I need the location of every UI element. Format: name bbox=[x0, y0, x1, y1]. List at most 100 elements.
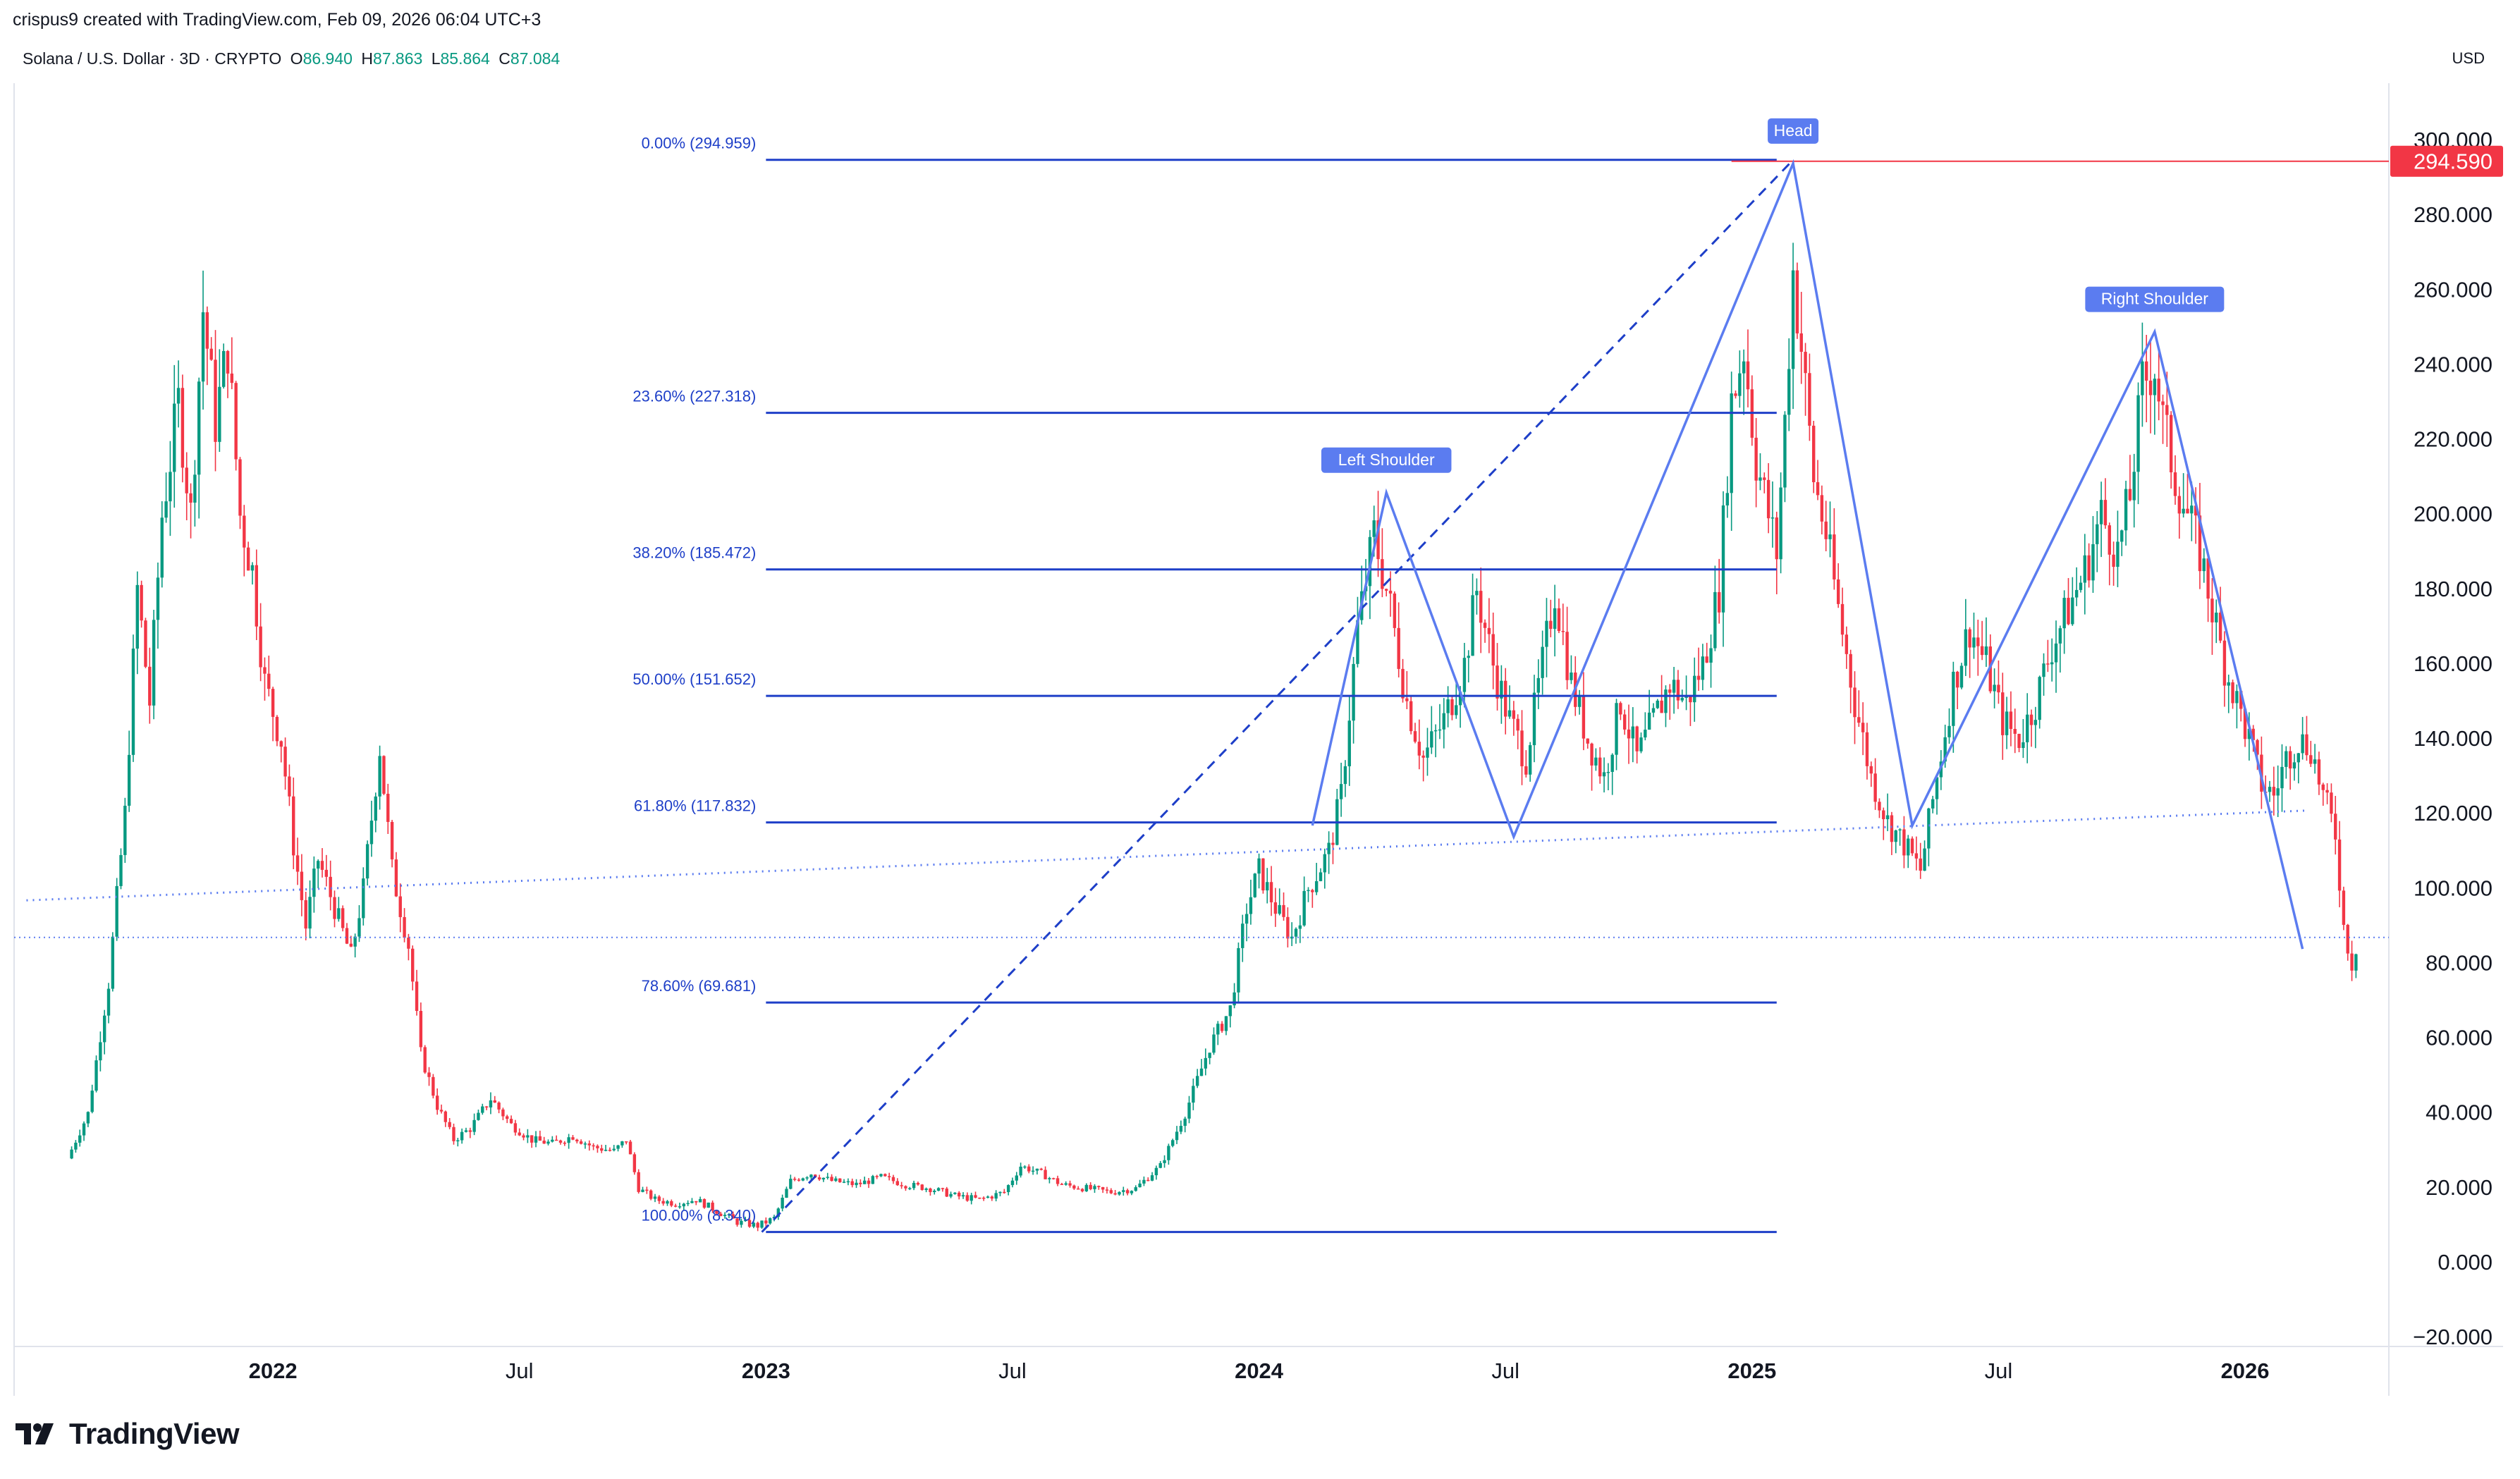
candle-up bbox=[2284, 751, 2288, 767]
candle-down bbox=[895, 1181, 900, 1186]
candle-down bbox=[1409, 701, 1413, 732]
candle-up bbox=[686, 1203, 690, 1205]
candle-down bbox=[2009, 711, 2013, 729]
candle-down bbox=[1512, 710, 1516, 719]
candle-up bbox=[1347, 720, 1351, 766]
time-axis[interactable]: 2022 Jul 2023 Jul 2024 Jul 2025 Jul 2026 bbox=[249, 1358, 2270, 1383]
candle-up bbox=[1433, 730, 1438, 732]
fib-retracement[interactable]: 0.00% (294.959) 23.60% (227.318) 38.20% (1… bbox=[632, 135, 1794, 1234]
candle-up bbox=[176, 388, 181, 404]
price-axis[interactable]: 300.000280.000260.000240.000220.000200.0… bbox=[2390, 128, 2503, 1349]
candle-down bbox=[887, 1176, 891, 1177]
candle-up bbox=[1192, 1086, 1195, 1103]
candle-down bbox=[941, 1188, 945, 1189]
candle-up bbox=[1183, 1118, 1187, 1127]
candle-up bbox=[1187, 1103, 1191, 1119]
candle-down bbox=[719, 1213, 723, 1217]
candle-up bbox=[2132, 472, 2136, 501]
candle-up bbox=[378, 756, 381, 797]
candle-up bbox=[760, 1220, 764, 1228]
candle-up bbox=[221, 350, 226, 387]
candle-down bbox=[1060, 1184, 1064, 1185]
candle-up bbox=[1093, 1186, 1096, 1189]
candle-down bbox=[185, 467, 188, 493]
candle-down bbox=[1491, 634, 1495, 666]
candle-up bbox=[1615, 703, 1618, 755]
open-value: 86.940 bbox=[302, 49, 353, 68]
candle-down bbox=[632, 1154, 637, 1172]
candle-up bbox=[2058, 628, 2062, 644]
candle-down bbox=[403, 916, 406, 938]
candle-down bbox=[1417, 742, 1421, 756]
price-tag-label: 294.590 bbox=[2414, 149, 2493, 174]
candle-down bbox=[817, 1177, 821, 1180]
candle-down bbox=[1557, 608, 1561, 632]
candle-up bbox=[102, 1015, 106, 1043]
candle-down bbox=[288, 776, 291, 797]
candle-up bbox=[1130, 1191, 1134, 1193]
candle-up bbox=[1680, 697, 1684, 701]
candle-down bbox=[628, 1141, 632, 1155]
candle-up bbox=[2096, 524, 2099, 544]
candle-down bbox=[234, 383, 238, 460]
candle-up bbox=[201, 312, 205, 382]
candle-down bbox=[2330, 792, 2333, 814]
candle-down bbox=[1619, 703, 1622, 715]
candle-up bbox=[374, 796, 377, 821]
candle-up bbox=[365, 844, 369, 879]
currency-selector[interactable]: USD bbox=[2452, 49, 2485, 67]
candle-down bbox=[1968, 629, 1971, 648]
candle-down bbox=[1660, 700, 1663, 713]
tradingview-logo[interactable]: TradingView bbox=[16, 1417, 240, 1451]
time-tick-label: 2025 bbox=[1727, 1358, 1776, 1383]
candle-up bbox=[1430, 731, 1433, 748]
fib-level-label: 38.20% (185.472) bbox=[632, 544, 756, 562]
candle-down bbox=[990, 1196, 994, 1199]
candle-down bbox=[1113, 1193, 1117, 1195]
candle-down bbox=[1125, 1190, 1130, 1193]
candle-down bbox=[2222, 640, 2227, 686]
pattern-label-box bbox=[2085, 286, 2225, 312]
candle-up bbox=[912, 1182, 916, 1189]
candle-down bbox=[1027, 1166, 1031, 1172]
candle-up bbox=[1204, 1057, 1208, 1069]
candle-up bbox=[2074, 589, 2079, 598]
candle-down bbox=[1109, 1190, 1113, 1193]
candle-up bbox=[1233, 992, 1236, 1006]
head-and-shoulders-pattern[interactable]: Left Shoulder Head Right Shoulder bbox=[14, 118, 2389, 950]
pattern-label: Left Shoulder bbox=[1338, 450, 1435, 469]
candle-up bbox=[74, 1142, 78, 1150]
candle-down bbox=[2157, 379, 2160, 402]
candle-down bbox=[974, 1195, 977, 1198]
candle-up bbox=[1323, 854, 1327, 873]
candle-up bbox=[2182, 508, 2185, 514]
candle-down bbox=[554, 1139, 558, 1141]
candle-up bbox=[567, 1137, 570, 1143]
candle-up bbox=[1167, 1146, 1170, 1160]
candle-up bbox=[1993, 685, 1996, 692]
time-tick-label: Jul bbox=[506, 1358, 534, 1383]
candle-down bbox=[292, 796, 295, 856]
high-value: 87.863 bbox=[372, 49, 423, 68]
candle-up bbox=[1656, 700, 1659, 708]
candle-down bbox=[263, 667, 267, 674]
candle-down bbox=[1450, 699, 1454, 716]
candle-up bbox=[78, 1135, 82, 1143]
tradingview-wordmark: TradingView bbox=[69, 1417, 240, 1450]
candle-down bbox=[341, 908, 345, 928]
candle-up bbox=[1158, 1162, 1162, 1168]
candle-up bbox=[106, 988, 111, 1016]
candle-down bbox=[1997, 685, 2000, 693]
candle-up bbox=[86, 1112, 90, 1124]
candle-up bbox=[953, 1192, 957, 1194]
candle-down bbox=[1381, 559, 1384, 589]
candle-down bbox=[981, 1197, 986, 1199]
candle-down bbox=[747, 1220, 752, 1227]
price-tick-label: −20.000 bbox=[2413, 1325, 2493, 1349]
candle-down bbox=[243, 515, 246, 548]
candle-down bbox=[148, 666, 152, 706]
candle-down bbox=[657, 1196, 661, 1201]
candle-up bbox=[2054, 643, 2058, 663]
candle-down bbox=[1976, 637, 1980, 646]
